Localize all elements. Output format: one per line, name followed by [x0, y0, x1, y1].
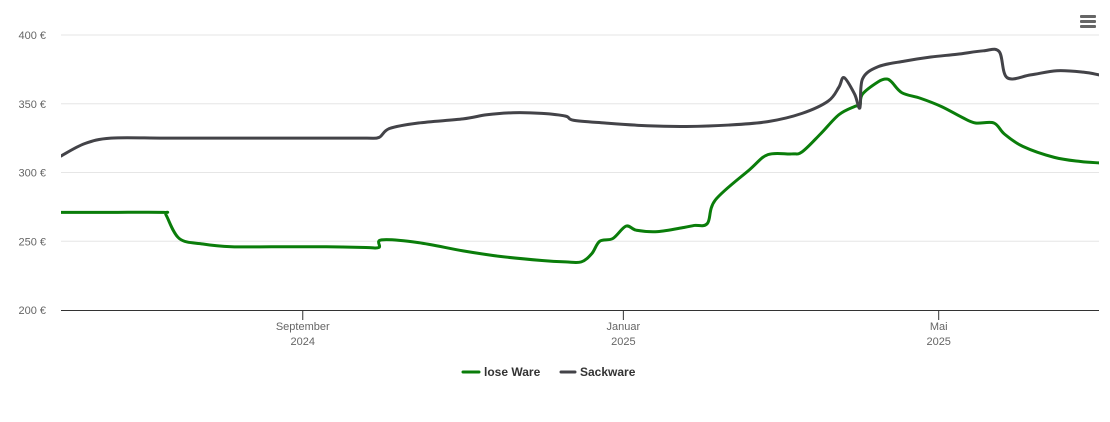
series-line-sackware	[61, 47, 1099, 158]
x-axis	[61, 310, 1099, 320]
series-lines	[61, 47, 1099, 265]
y-tick-label: 200 €	[18, 305, 46, 317]
x-tick-month-label: Mai	[930, 321, 948, 333]
x-tick-year-label: 2025	[611, 336, 635, 348]
legend-item-lose-ware[interactable]: lose Ware	[461, 365, 541, 379]
x-tick-year-label: 2025	[926, 336, 950, 348]
legend: lose Ware Sackware	[461, 365, 636, 379]
x-tick-year-label: 2024	[291, 336, 315, 348]
hamburger-menu-icon	[1080, 15, 1096, 28]
legend-label-sackware: Sackware	[580, 365, 636, 379]
x-tick-month-label: Januar	[607, 321, 641, 333]
x-tick-month-label: September	[276, 321, 330, 333]
y-tick-label: 400 €	[18, 30, 46, 42]
y-tick-label: 350 €	[18, 99, 46, 111]
y-axis-tick-labels: 200 € 250 € 300 € 350 € 400 €	[18, 30, 46, 317]
legend-item-sackware[interactable]: Sackware	[559, 365, 636, 379]
y-tick-label: 250 €	[18, 236, 46, 248]
grid-lines	[61, 34, 1099, 242]
x-axis-tick-labels: September 2024 Januar 2025 Mai 2025	[276, 321, 951, 348]
legend-label-lose-ware: lose Ware	[484, 365, 541, 379]
y-tick-label: 300 €	[18, 168, 46, 180]
series-line-lose-ware	[61, 77, 1099, 265]
chart-menu-button[interactable]	[1076, 11, 1100, 33]
